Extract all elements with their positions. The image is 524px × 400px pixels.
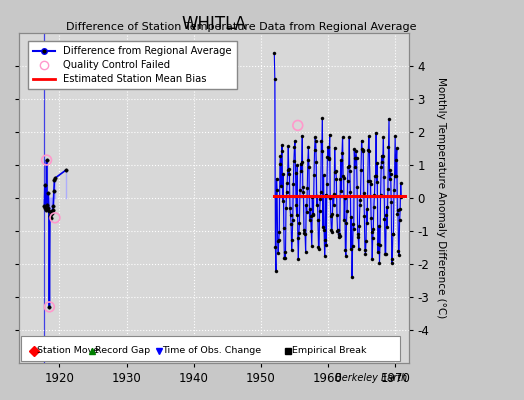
Title: WHITLA: WHITLA bbox=[181, 15, 246, 33]
Y-axis label: Monthly Temperature Anomaly Difference (°C): Monthly Temperature Anomaly Difference (… bbox=[436, 77, 446, 319]
Text: Difference of Station Temperature Data from Regional Average: Difference of Station Temperature Data f… bbox=[66, 22, 416, 32]
FancyBboxPatch shape bbox=[21, 336, 400, 361]
Text: Berkeley Earth: Berkeley Earth bbox=[335, 373, 407, 383]
Text: Empirical Break: Empirical Break bbox=[292, 346, 366, 355]
Point bbox=[42, 157, 51, 163]
Point bbox=[51, 214, 59, 221]
Text: Station Move: Station Move bbox=[37, 346, 100, 355]
Legend: Difference from Regional Average, Quality Control Failed, Estimated Station Mean: Difference from Regional Average, Qualit… bbox=[28, 41, 237, 89]
Text: Time of Obs. Change: Time of Obs. Change bbox=[162, 346, 261, 355]
Point bbox=[45, 304, 53, 310]
Point bbox=[293, 122, 302, 128]
Text: Record Gap: Record Gap bbox=[95, 346, 150, 355]
